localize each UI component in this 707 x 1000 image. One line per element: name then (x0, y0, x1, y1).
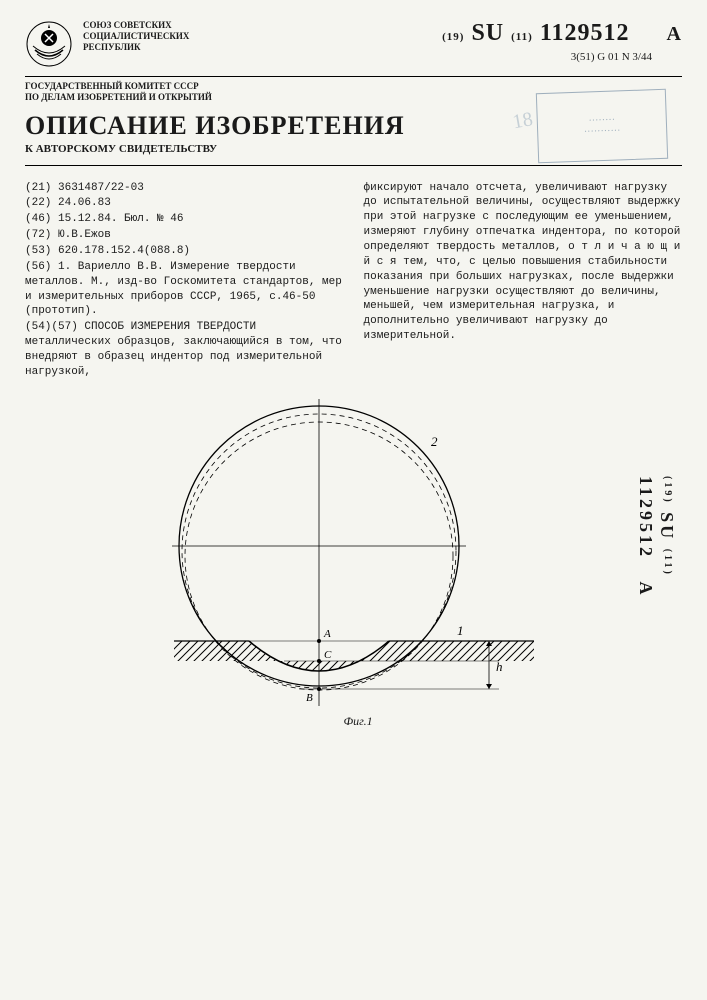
classification-prefix: 3(51) (571, 51, 595, 63)
fig-label-h: h (496, 659, 503, 674)
field-54-body: металлических образцов, заключающийся в … (25, 336, 342, 378)
divider (25, 165, 682, 166)
classification-code: G 01 N 3/44 (597, 51, 652, 63)
figure-1-diagram: 2 1 A C B h (144, 391, 564, 731)
registry-stamp: 18 ········ ··········· (536, 88, 668, 162)
side-publication-label: (19) SU (11) 1129512 A (635, 476, 677, 646)
union-line2: СОЦИАЛИСТИЧЕСКИХ (83, 31, 378, 42)
pub-suffix: A (667, 23, 682, 45)
field-46: (46) 15.12.84. Бюл. № 46 (25, 212, 344, 227)
fig-label-B: B (306, 692, 313, 704)
stamp-number: 18 (511, 108, 535, 134)
side-prefix-19: (19) (662, 476, 673, 505)
divider (25, 76, 682, 77)
committee-block: ГОСУДАРСТВЕННЫЙ КОМИТЕТ СССР ПО ДЕЛАМ ИЗ… (25, 81, 245, 103)
state-emblem (25, 20, 73, 68)
committee-line2: ПО ДЕЛАМ ИЗОБРЕТЕНИЙ И ОТКРЫТИЙ (25, 92, 245, 103)
field-54-prefix: (54)(57) (25, 321, 84, 333)
committee-line1: ГОСУДАРСТВЕННЫЙ КОМИТЕТ СССР (25, 81, 245, 92)
right-column: фиксируют начало отсчета, увеличивают на… (364, 181, 683, 381)
field-53: (53) 620.178.152.4(088.8) (25, 244, 344, 259)
publication-number-block: (19) SU (11) 1129512 A 3(51) G 01 N 3/44 (388, 20, 683, 63)
union-name: СОЮЗ СОВЕТСКИХ СОЦИАЛИСТИЧЕСКИХ РЕСПУБЛИ… (83, 20, 378, 52)
field-72: (72) Ю.В.Ежов (25, 228, 344, 243)
pub-country: SU (471, 20, 504, 46)
pub-prefix-19: (19) (442, 31, 464, 43)
figure-caption: Фиг.1 (344, 714, 373, 729)
fig-label-A: A (323, 628, 331, 640)
field-56: (56) 1. Вариелло В.В. Измерение твердост… (25, 260, 344, 319)
fig-label-1: 1 (457, 623, 464, 638)
fig-label-2: 2 (431, 434, 438, 449)
union-line3: РЕСПУБЛИК (83, 42, 378, 53)
field-54-title: СПОСОБ ИЗМЕРЕНИЯ ТВЕРДОСТИ (84, 321, 256, 333)
stamp-text2: ··········· (584, 125, 621, 137)
field-22: (22) 24.06.83 (25, 196, 344, 211)
fig-label-C: C (324, 649, 332, 661)
pub-number: 1129512 (540, 20, 630, 46)
union-line1: СОЮЗ СОВЕТСКИХ (83, 20, 378, 31)
left-column: (21) 3631487/22-03 (22) 24.06.83 (46) 15… (25, 181, 344, 381)
side-suffix: A (636, 581, 656, 597)
abstract-continuation: фиксируют начало отсчета, увеличивают на… (364, 181, 683, 344)
stamp-text1: ········ (588, 114, 615, 126)
field-54: (54)(57) СПОСОБ ИЗМЕРЕНИЯ ТВЕРДОСТИ мета… (25, 320, 344, 379)
side-number: 1129512 (636, 476, 656, 559)
side-country: SU (657, 512, 677, 541)
pub-prefix-11: (11) (511, 31, 533, 43)
field-21: (21) 3631487/22-03 (25, 181, 344, 196)
side-prefix-11: (11) (662, 548, 673, 576)
